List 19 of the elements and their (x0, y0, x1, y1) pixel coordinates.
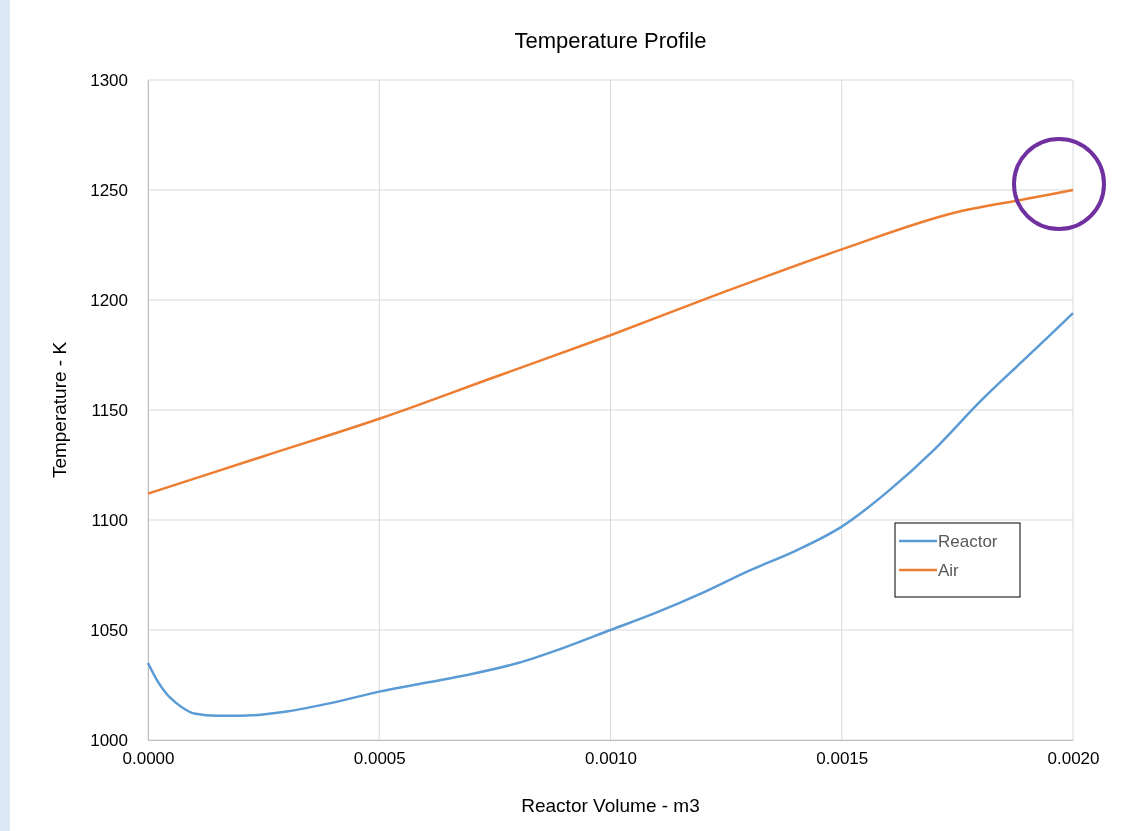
y-axis-title: Temperature - K (49, 341, 70, 479)
line-series (146, 311, 1075, 718)
legend-label: Reactor (938, 532, 998, 551)
x-tick-label: 0.0015 (816, 749, 869, 769)
x-tick-label: 0.0000 (122, 749, 175, 769)
line-series (146, 188, 1075, 495)
chart-title: Temperature Profile (514, 28, 707, 53)
y-tick-label: 1300 (90, 70, 128, 90)
x-tick-label: 0.0005 (353, 749, 406, 769)
y-tick-label: 1200 (90, 290, 128, 310)
y-tick-label: 1000 (90, 730, 128, 750)
x-tick-label: 0.0010 (585, 749, 637, 769)
x-tick-label: 0.0020 (1047, 749, 1100, 769)
y-tick-label: 1050 (90, 620, 128, 640)
x-axis-title: Reactor Volume - m3 (521, 795, 700, 816)
y-tick-label: 1100 (91, 510, 128, 530)
legend-label: Air (938, 561, 960, 580)
y-tick-label: 1150 (91, 400, 128, 420)
y-tick-label: 1250 (90, 180, 128, 200)
